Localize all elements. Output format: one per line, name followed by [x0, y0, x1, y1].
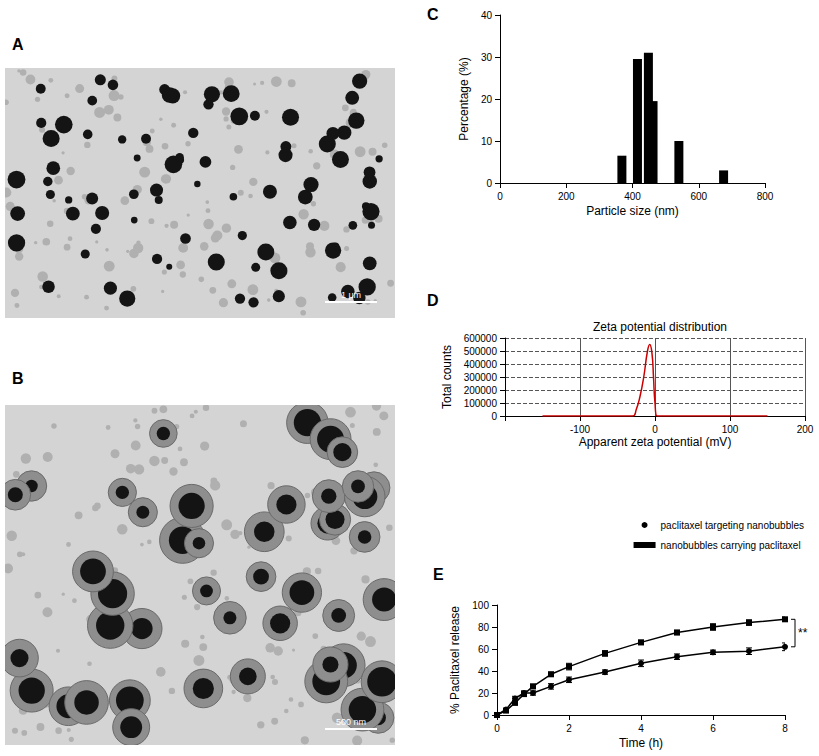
svg-text:500000: 500000: [464, 346, 498, 357]
html-text:E: E: [433, 566, 444, 583]
svg-text:500 nm: 500 nm: [336, 717, 366, 727]
svg-text:400000: 400000: [464, 359, 498, 370]
svg-text:40: 40: [481, 10, 493, 21]
svg-text:Percentage (%): Percentage (%): [457, 57, 471, 140]
svg-text:nanobubbles carrying paclitaxe: nanobubbles carrying paclitaxel: [661, 540, 801, 551]
svg-text:0: 0: [491, 411, 497, 422]
svg-text:-100: -100: [570, 424, 590, 435]
svg-text:100: 100: [472, 600, 489, 611]
svg-text:paclitaxel targeting nanobubbl: paclitaxel targeting nanobubbles: [661, 520, 804, 531]
html-text:B: B: [12, 370, 24, 387]
svg-text:200000: 200000: [464, 385, 498, 396]
svg-text:300000: 300000: [464, 372, 498, 383]
svg-text:80: 80: [478, 622, 490, 633]
svg-text:200: 200: [797, 424, 814, 435]
svg-text:100: 100: [722, 424, 739, 435]
svg-text:0: 0: [497, 191, 503, 202]
svg-text:600: 600: [690, 191, 707, 202]
svg-text:400: 400: [624, 191, 641, 202]
svg-text:60: 60: [478, 644, 490, 655]
svg-text:% Paclitaxel release: % Paclitaxel release: [448, 606, 462, 714]
svg-text:2: 2: [566, 723, 572, 734]
html-text:A: A: [12, 36, 24, 53]
svg-text:0: 0: [494, 723, 500, 734]
svg-text:30: 30: [481, 52, 493, 63]
svg-text:6: 6: [710, 723, 716, 734]
svg-text:0: 0: [486, 178, 492, 189]
svg-text:4: 4: [638, 723, 644, 734]
svg-text:40: 40: [478, 666, 490, 677]
html-text:C: C: [427, 6, 439, 23]
svg-text:Zeta potential distribution: Zeta potential distribution: [593, 320, 727, 334]
svg-text:1 μm: 1 μm: [341, 290, 361, 300]
html-text:D: D: [427, 292, 439, 309]
svg-text:20: 20: [481, 94, 493, 105]
svg-text:0: 0: [483, 710, 489, 721]
svg-text:100000: 100000: [464, 398, 498, 409]
svg-text:800: 800: [757, 191, 774, 202]
svg-text:8: 8: [782, 723, 788, 734]
svg-text:**: **: [798, 626, 808, 640]
svg-text:Time (h): Time (h): [619, 736, 663, 750]
svg-text:200: 200: [558, 191, 575, 202]
svg-text:0: 0: [652, 424, 658, 435]
svg-text:10: 10: [481, 136, 493, 147]
svg-text:20: 20: [478, 688, 490, 699]
svg-text:Total counts: Total counts: [440, 345, 454, 409]
svg-text:600000: 600000: [464, 333, 498, 344]
svg-text:Particle size (nm): Particle size (nm): [586, 204, 679, 218]
svg-text:Apparent zeta potential (mV): Apparent zeta potential (mV): [579, 435, 732, 449]
